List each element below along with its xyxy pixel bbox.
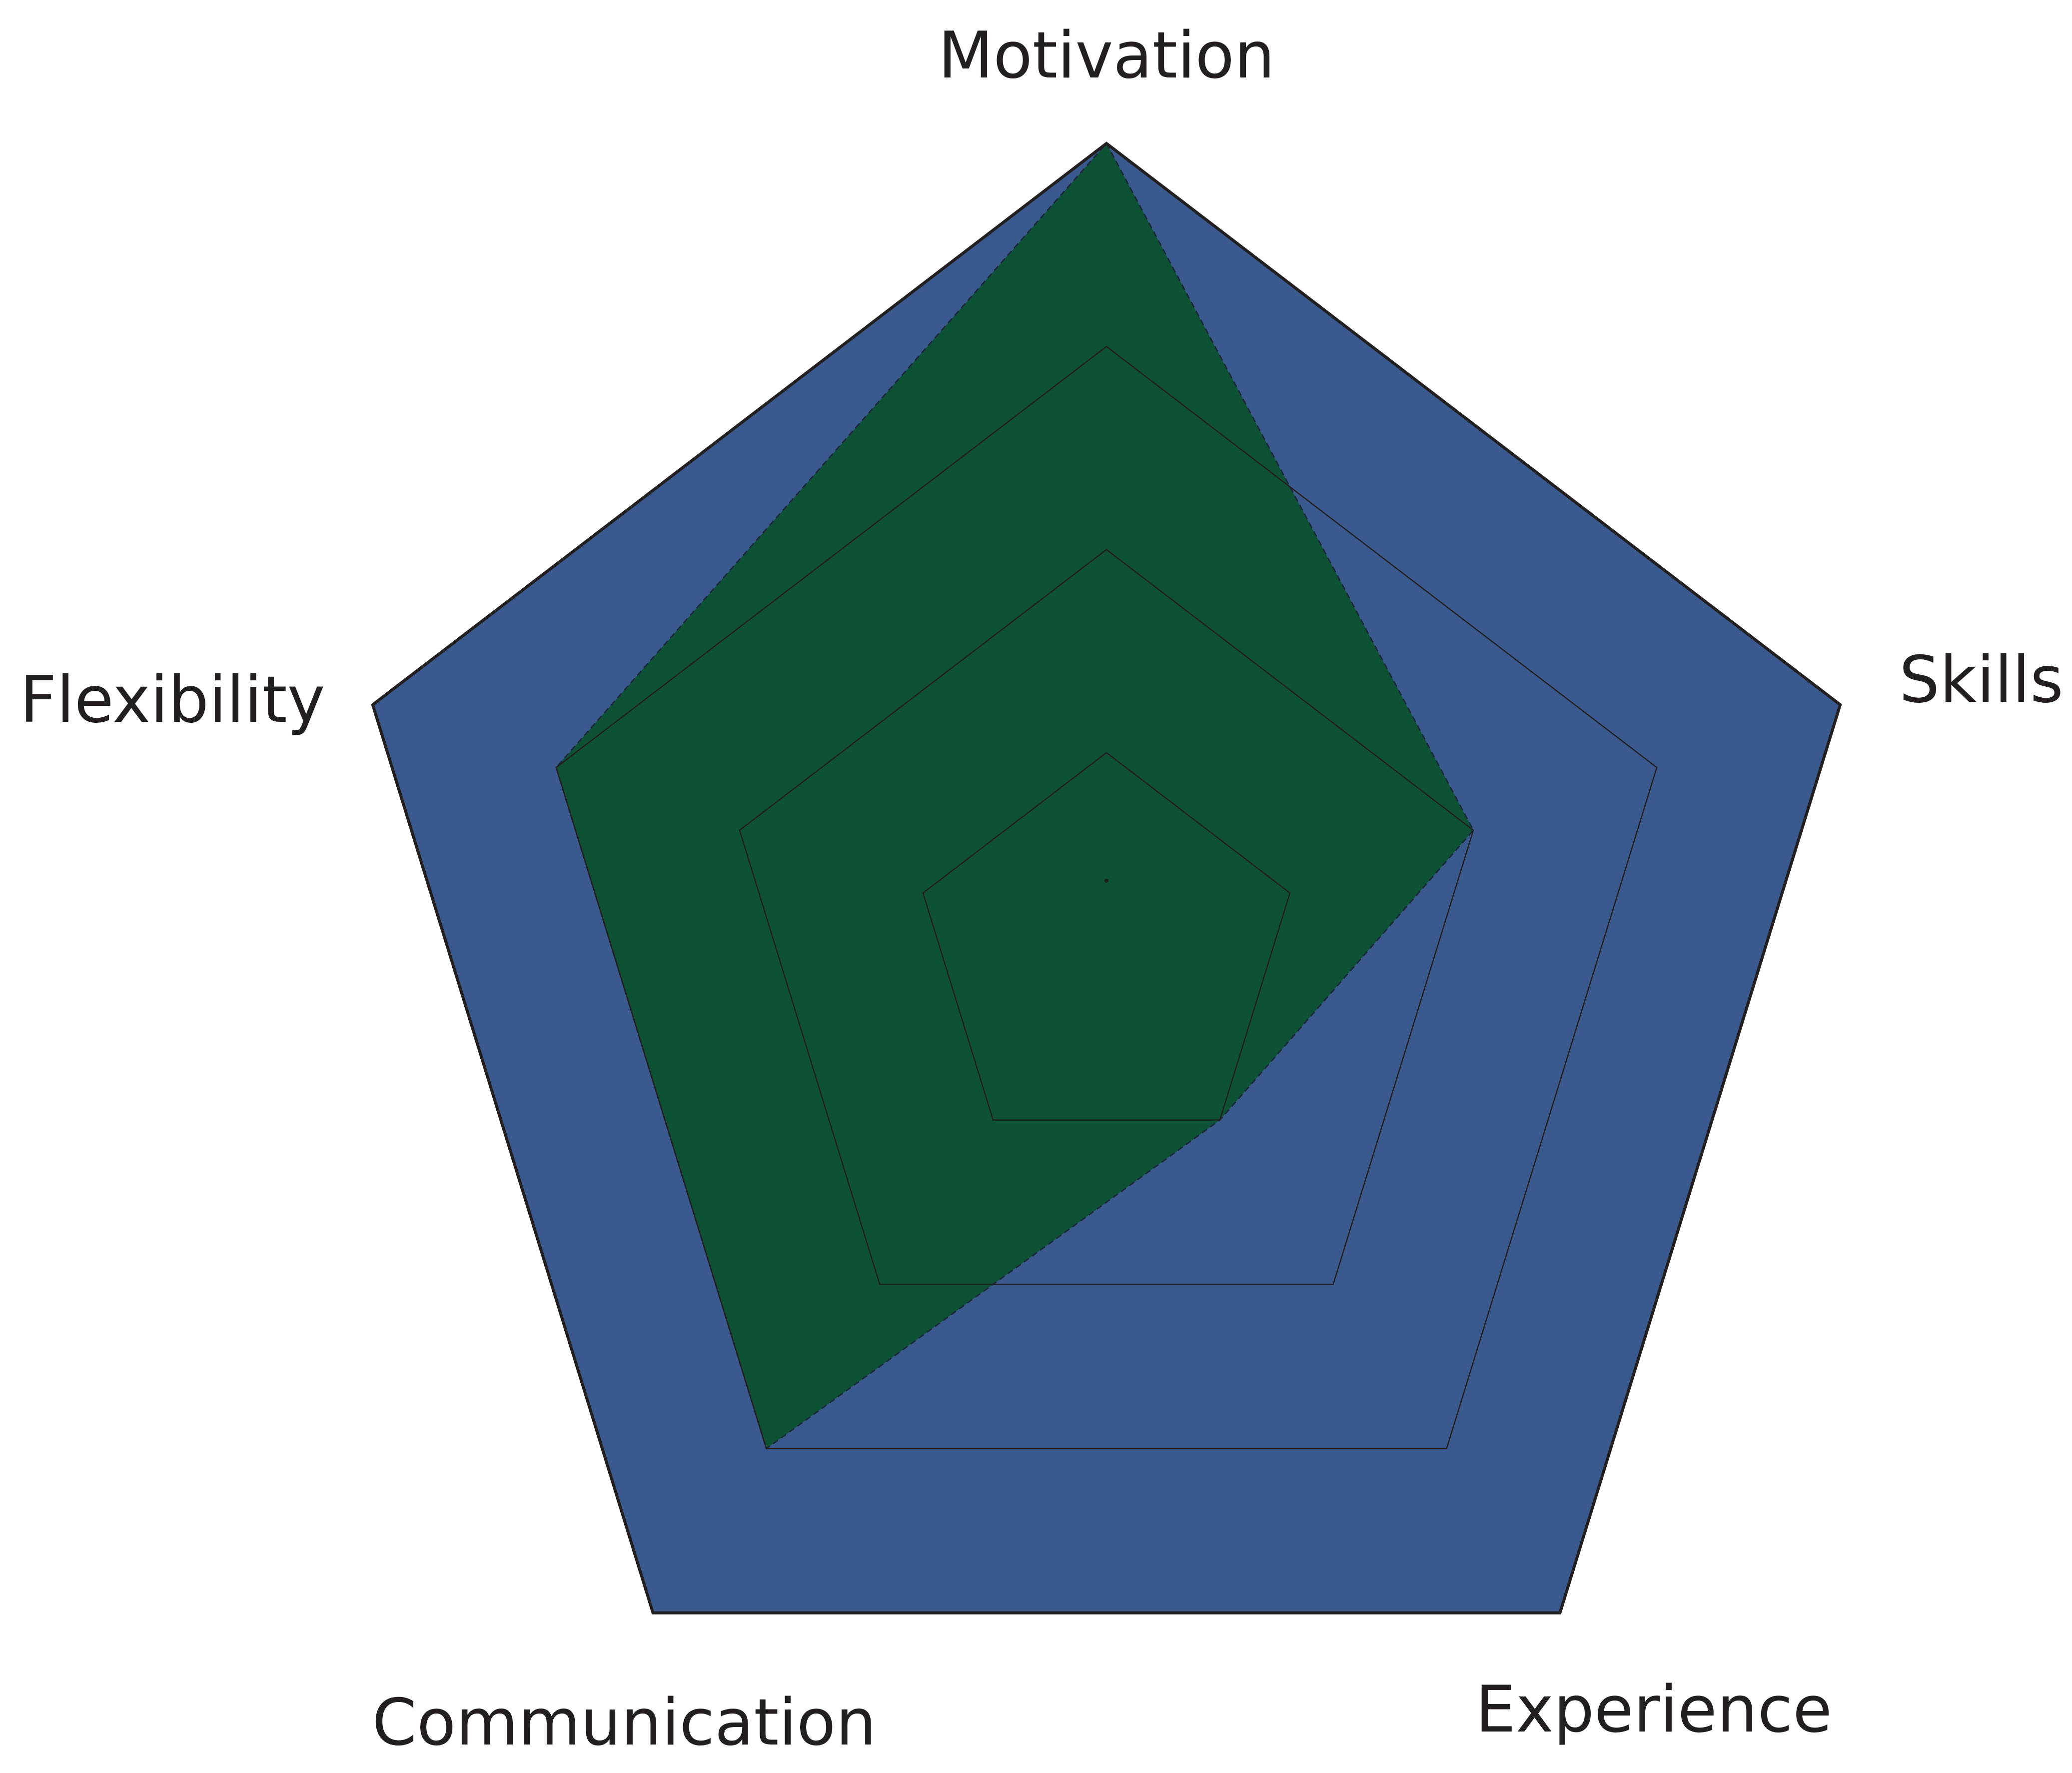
axis-label: Experience (1475, 1673, 1832, 1747)
axis-label: Skills (1899, 643, 2064, 717)
grid-ring (555, 345, 1658, 1450)
center-dot (1104, 879, 1108, 883)
grid-ring (739, 548, 1474, 1285)
grid-ring (922, 752, 1291, 1121)
grid-ring (371, 141, 1842, 1615)
axis-label: Flexibility (20, 663, 325, 737)
axis-label: Motivation (938, 18, 1275, 93)
axis-label: Communication (372, 1686, 877, 1760)
